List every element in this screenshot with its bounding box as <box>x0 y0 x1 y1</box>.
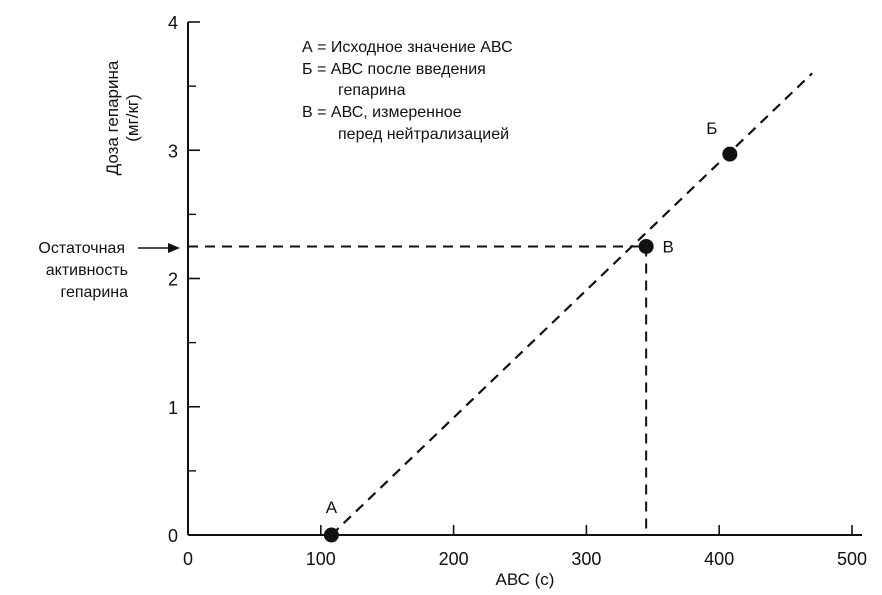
dose-response-line <box>330 72 813 536</box>
legend-line-a: А = Исходное значение АВС <box>302 39 513 56</box>
x-tick-label: 300 <box>571 549 601 569</box>
residual-label-line1: Остаточная <box>38 240 125 257</box>
data-points: А В Б <box>323 119 738 543</box>
data-point <box>722 146 738 162</box>
y-axis-title-line2: (мг/кг) <box>123 94 142 142</box>
data-point <box>638 238 654 254</box>
data-point-label: Б <box>706 119 717 138</box>
legend-line-b-cont: гепарина <box>338 82 406 99</box>
residual-label-line3: гепарина <box>60 284 128 301</box>
legend-line-b: Б = АВС после введения <box>302 61 486 78</box>
x-tick-label: 500 <box>837 549 867 569</box>
residual-label-line2: активность <box>46 262 128 279</box>
legend-line-v-cont: перед нейтрализацией <box>338 126 509 143</box>
y-tick-label: 1 <box>168 398 178 418</box>
residual-activity-label: Остаточная активность гепарина <box>38 240 180 301</box>
y-tick-label: 0 <box>168 526 178 546</box>
data-point-label: А <box>326 498 338 517</box>
x-tick-label: 0 <box>183 549 193 569</box>
y-tick-label: 2 <box>168 270 178 290</box>
data-point-label: В <box>662 237 673 256</box>
x-tick-label: 100 <box>306 549 336 569</box>
legend: А = Исходное значение АВС Б = АВС после … <box>302 39 513 143</box>
trend-line-group <box>330 72 813 536</box>
y-tick-label: 3 <box>168 141 178 161</box>
residual-guides <box>188 245 648 535</box>
x-tick-label: 400 <box>704 549 734 569</box>
y-tick-label: 4 <box>168 13 178 33</box>
legend-line-v: В = АВС, измеренное <box>302 104 462 121</box>
axis-ticks: 0 100 200 300 400 500 0 1 2 3 4 <box>168 13 867 569</box>
y-axis-title-line1: Доза гепарина <box>103 60 122 175</box>
x-axis-title: АВС (с) <box>496 570 555 589</box>
residual-arrow-head <box>168 243 180 253</box>
data-point <box>323 527 339 543</box>
x-tick-label: 200 <box>439 549 469 569</box>
